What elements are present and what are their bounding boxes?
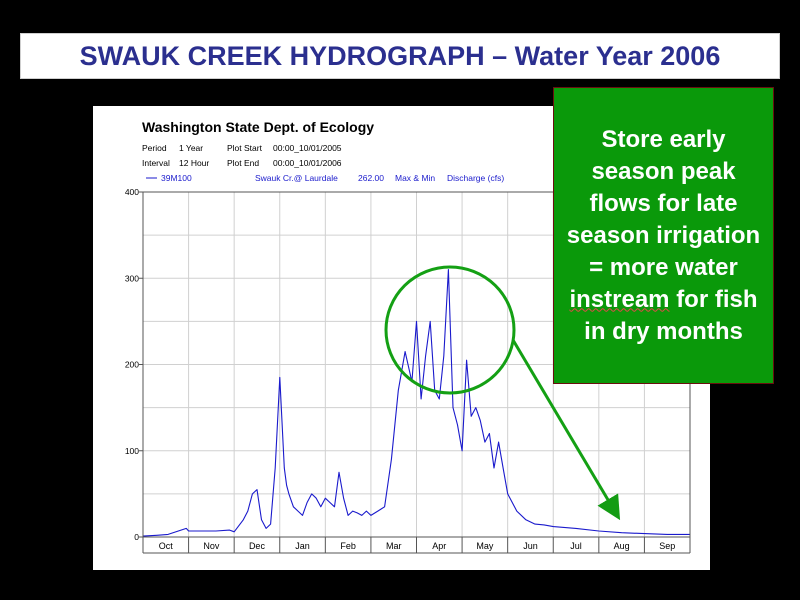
x-tick-label: Oct: [159, 541, 174, 551]
x-tick-label: Jun: [523, 541, 538, 551]
plot-end-label: Plot End: [227, 158, 259, 168]
legend-value: 262.00: [358, 173, 384, 183]
slide-title-bar: SWAUK CREEK HYDROGRAPH – Water Year 2006: [20, 33, 780, 79]
x-tick-label: Dec: [249, 541, 266, 551]
series-layer: [142, 269, 690, 537]
plot-start-label: Plot Start: [227, 143, 263, 153]
plot-start-value: 00:00_10/01/2005: [273, 143, 342, 153]
y-tick-label: 300: [125, 273, 139, 283]
x-tick-label: Nov: [203, 541, 220, 551]
legend-parameter: Discharge (cfs): [447, 173, 504, 183]
callout-underlined-word: instream: [569, 285, 670, 313]
discharge-series-line: [142, 269, 690, 537]
period-value: 1 Year: [179, 143, 203, 153]
x-tick-label: Aug: [614, 541, 630, 551]
interval-value: 12 Hour: [179, 158, 209, 168]
slide-title: SWAUK CREEK HYDROGRAPH – Water Year 2006: [79, 40, 721, 71]
interval-label: Interval: [142, 158, 170, 168]
x-tick-label: Apr: [432, 541, 446, 551]
x-tick-label: Jan: [295, 541, 310, 551]
x-tick-label: Mar: [386, 541, 402, 551]
x-tick-label: Jul: [570, 541, 582, 551]
callout-text-part2: for fish in dry months: [584, 285, 758, 345]
y-tick-label: 100: [125, 446, 139, 456]
legend-station-id: 39M100: [161, 173, 192, 183]
legend-stat: Max & Min: [395, 173, 435, 183]
legend-station-name: Swauk Cr.@ Laurdale: [255, 173, 338, 183]
x-tick-label: Feb: [340, 541, 356, 551]
x-tick-label: May: [476, 541, 494, 551]
chart-title: Washington State Dept. of Ecology: [142, 119, 374, 135]
y-tick-label: 0: [134, 532, 139, 542]
x-axis-ticks: Oct Nov Dec Jan Feb Mar Apr May Jun Jul Aug Sep: [142, 537, 691, 554]
y-axis-ticks: 0 100 200 300 400: [125, 187, 143, 542]
period-label: Period: [142, 143, 167, 153]
x-tick-label: Sep: [659, 541, 675, 551]
callout-text: Store early season peak flows for late s…: [554, 124, 773, 348]
y-tick-label: 200: [125, 360, 139, 370]
callout-box: Store early season peak flows for late s…: [553, 87, 774, 384]
y-tick-label: 400: [125, 187, 139, 197]
plot-end-value: 00:00_10/01/2006: [273, 158, 342, 168]
callout-text-part1: Store early season peak flows for late s…: [566, 125, 761, 281]
